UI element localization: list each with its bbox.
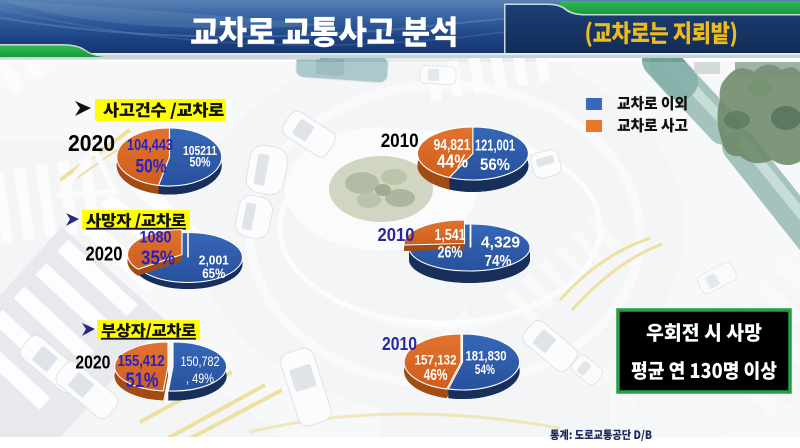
svg-text:104,443: 104,443 — [127, 137, 173, 154]
svg-text:1080: 1080 — [140, 228, 172, 247]
svg-text:157,132: 157,132 — [415, 352, 457, 368]
svg-text:, 49%: , 49% — [186, 370, 214, 386]
svg-text:121,001: 121,001 — [475, 138, 515, 155]
svg-text:4,329: 4,329 — [481, 235, 520, 252]
svg-text:35%: 35% — [141, 248, 175, 270]
svg-text:2020: 2020 — [68, 130, 115, 156]
svg-text:1,541: 1,541 — [435, 227, 466, 244]
svg-text:2010: 2010 — [382, 334, 417, 354]
svg-text:94,821: 94,821 — [434, 137, 471, 154]
svg-text:56%: 56% — [480, 155, 510, 174]
svg-text:54%: 54% — [475, 362, 495, 377]
svg-text:2020: 2020 — [86, 243, 123, 266]
svg-text:51%: 51% — [126, 369, 159, 392]
svg-text:2010: 2010 — [378, 225, 415, 245]
svg-text:2010: 2010 — [381, 130, 419, 152]
svg-text:150,782: 150,782 — [181, 354, 220, 369]
svg-text:74%: 74% — [485, 253, 512, 270]
svg-text:46%: 46% — [424, 367, 448, 384]
svg-text:50%: 50% — [136, 157, 167, 178]
svg-text:44%: 44% — [437, 151, 468, 172]
svg-text:50%: 50% — [190, 155, 211, 170]
svg-text:155,412: 155,412 — [118, 353, 165, 370]
svg-text:181,830: 181,830 — [466, 348, 507, 364]
svg-text:65%: 65% — [202, 266, 225, 281]
svg-text:105211: 105211 — [183, 143, 217, 158]
svg-text:2,001: 2,001 — [199, 253, 229, 268]
svg-text:26%: 26% — [438, 243, 463, 262]
svg-text:2020: 2020 — [75, 352, 110, 373]
